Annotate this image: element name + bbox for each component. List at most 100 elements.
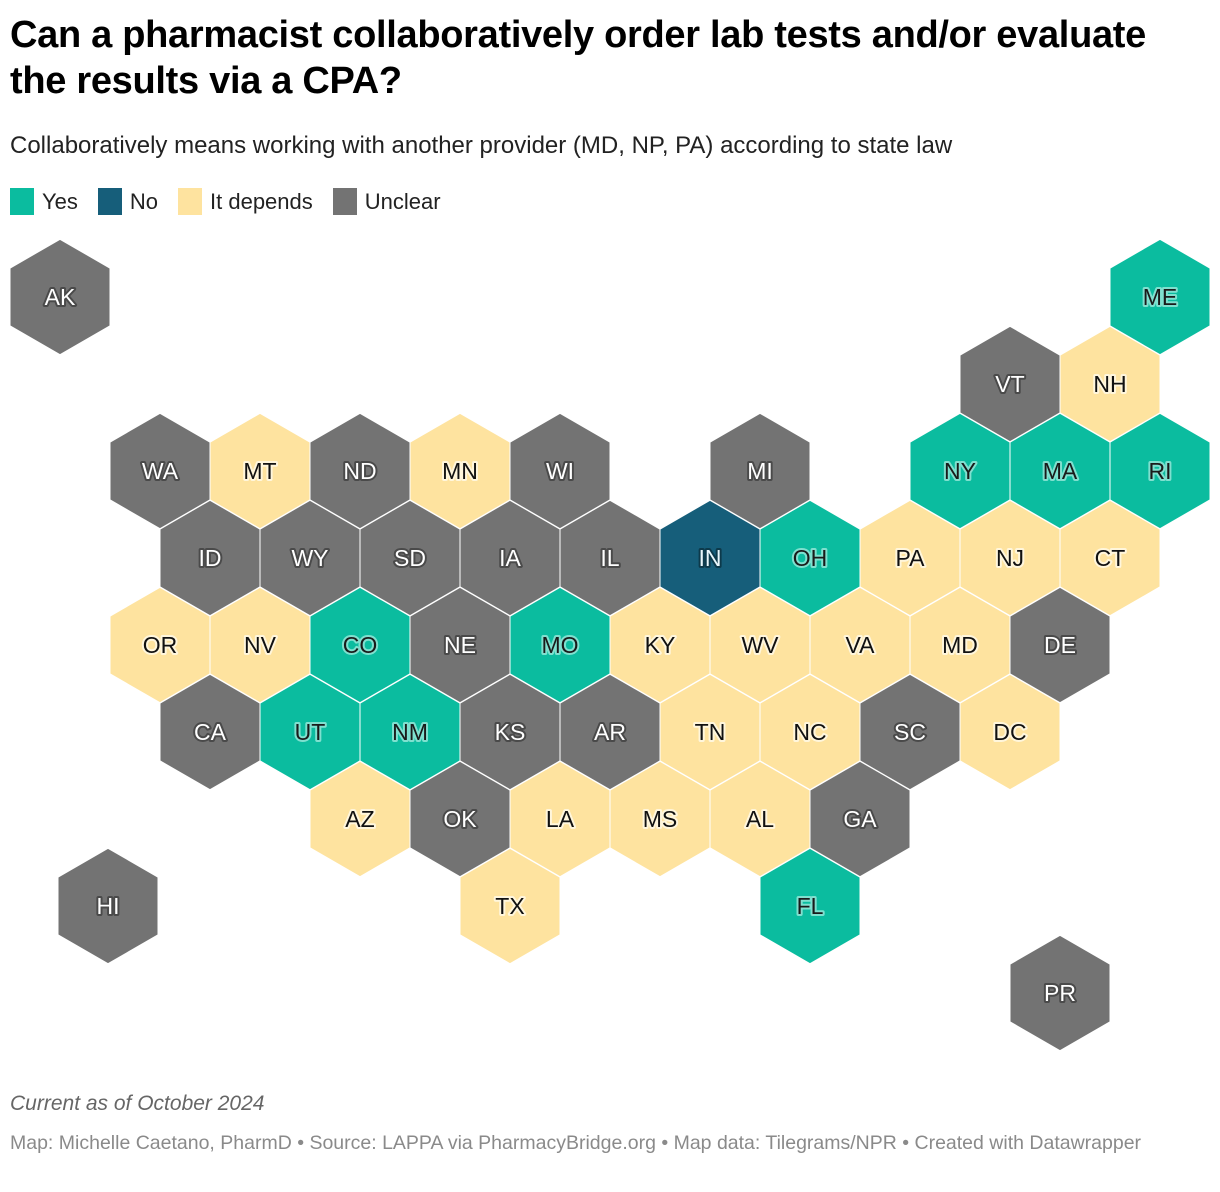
state-tile-ks[interactable]: KS xyxy=(459,673,561,791)
state-tile-mo[interactable]: MO xyxy=(509,586,611,704)
state-label: AK xyxy=(45,284,76,310)
state-tile-ms[interactable]: MS xyxy=(609,760,711,878)
state-hex[interactable] xyxy=(459,847,561,965)
state-label: OR xyxy=(143,632,178,658)
legend-item-yes: Yes xyxy=(10,188,78,215)
state-label: ME xyxy=(1143,284,1178,310)
state-tile-nv[interactable]: NV xyxy=(209,586,311,704)
state-label: MT xyxy=(243,458,276,484)
state-label: OH xyxy=(793,545,828,571)
state-label: MS xyxy=(643,806,678,832)
state-tile-ky[interactable]: KY xyxy=(609,586,711,704)
state-label: RI xyxy=(1149,458,1172,484)
state-tile-mi[interactable]: MI xyxy=(709,412,811,530)
state-tile-la[interactable]: LA xyxy=(509,760,611,878)
state-label: UT xyxy=(295,719,326,745)
state-tile-wi[interactable]: WI xyxy=(509,412,611,530)
state-tile-sd[interactable]: SD xyxy=(359,499,461,617)
state-label: PR xyxy=(1044,980,1076,1006)
state-label: AZ xyxy=(345,806,374,832)
state-label: SC xyxy=(894,719,926,745)
state-tile-ga[interactable]: GA xyxy=(809,760,911,878)
state-label: NC xyxy=(793,719,826,745)
state-hex[interactable] xyxy=(57,847,159,965)
state-tile-nd[interactable]: ND xyxy=(309,412,411,530)
state-tile-sc[interactable]: SC xyxy=(859,673,961,791)
state-label: NJ xyxy=(996,545,1024,571)
state-label: DC xyxy=(993,719,1026,745)
state-tile-ma[interactable]: MA xyxy=(1009,412,1111,530)
state-label: IA xyxy=(499,545,521,571)
state-label: WA xyxy=(142,458,179,484)
state-label: PA xyxy=(896,545,926,571)
state-tile-de[interactable]: DE xyxy=(1009,586,1111,704)
state-tile-il[interactable]: IL xyxy=(559,499,661,617)
chart-title: Can a pharmacist collaboratively order l… xyxy=(10,14,1146,102)
state-label: FL xyxy=(797,893,824,919)
state-hex[interactable] xyxy=(9,238,111,356)
state-tile-ak[interactable]: AK xyxy=(9,238,111,356)
state-tile-ca[interactable]: CA xyxy=(159,673,261,791)
state-label: MA xyxy=(1043,458,1078,484)
state-tile-co[interactable]: CO xyxy=(309,586,411,704)
state-label: GA xyxy=(843,806,877,832)
state-label: LA xyxy=(546,806,575,832)
state-label: NH xyxy=(1093,371,1126,397)
state-tile-pa[interactable]: PA xyxy=(859,499,961,617)
legend-swatch-yes xyxy=(10,188,34,215)
legend-item-unclear: Unclear xyxy=(332,188,441,215)
state-tile-az[interactable]: AZ xyxy=(309,760,411,878)
state-tile-al[interactable]: AL xyxy=(709,760,811,878)
state-tile-vt[interactable]: VT xyxy=(959,325,1061,443)
state-tile-mn[interactable]: MN xyxy=(409,412,511,530)
state-tile-ri[interactable]: RI xyxy=(1109,412,1211,530)
chart-subtitle: Collaboratively means working with anoth… xyxy=(10,132,953,159)
state-tile-ct[interactable]: CT xyxy=(1059,499,1161,617)
state-label: MO xyxy=(541,632,578,658)
state-tile-ut[interactable]: UT xyxy=(259,673,361,791)
state-tile-tn[interactable]: TN xyxy=(659,673,761,791)
state-tile-pr[interactable]: PR xyxy=(1009,934,1111,1052)
state-tile-in[interactable]: IN xyxy=(659,499,761,617)
legend-label-unclear: Unclear xyxy=(364,188,441,214)
state-label: VA xyxy=(846,632,876,658)
state-tile-ok[interactable]: OK xyxy=(409,760,511,878)
state-label: WY xyxy=(291,545,328,571)
state-tile-nh[interactable]: NH xyxy=(1059,325,1161,443)
state-label: KY xyxy=(645,632,676,658)
state-tile-oh[interactable]: OH xyxy=(759,499,861,617)
state-tile-dc[interactable]: DC xyxy=(959,673,1061,791)
state-tile-nj[interactable]: NJ xyxy=(959,499,1061,617)
state-label: ID xyxy=(199,545,222,571)
state-tile-wa[interactable]: WA xyxy=(109,412,211,530)
state-label: OK xyxy=(443,806,477,832)
legend-swatch-depends xyxy=(178,188,203,215)
state-label: IN xyxy=(699,545,722,571)
state-hex[interactable] xyxy=(1009,934,1111,1052)
state-tile-hi[interactable]: HI xyxy=(57,847,159,965)
state-label: KS xyxy=(495,719,526,745)
state-tile-wv[interactable]: WV xyxy=(709,586,811,704)
state-tile-nm[interactable]: NM xyxy=(359,673,461,791)
legend-swatch-unclear xyxy=(332,188,357,215)
legend-item-no: No xyxy=(97,188,158,215)
state-tile-fl[interactable]: FL xyxy=(759,847,861,965)
state-label: MI xyxy=(747,458,773,484)
state-hex[interactable] xyxy=(759,847,861,965)
state-tile-id[interactable]: ID xyxy=(159,499,261,617)
state-tile-tx[interactable]: TX xyxy=(459,847,561,965)
state-label: CA xyxy=(194,719,227,745)
state-label: NE xyxy=(444,632,476,658)
footer-note: Current as of October 2024 xyxy=(10,1092,265,1115)
state-label: WI xyxy=(546,458,574,484)
state-tile-ar[interactable]: AR xyxy=(559,673,661,791)
state-label: AR xyxy=(594,719,626,745)
state-label: CT xyxy=(1095,545,1126,571)
state-hex[interactable] xyxy=(959,673,1061,791)
state-tile-nc[interactable]: NC xyxy=(759,673,861,791)
legend: Yes No It depends Unclear xyxy=(10,188,461,215)
state-tile-ne[interactable]: NE xyxy=(409,586,511,704)
state-label: AL xyxy=(746,806,774,832)
legend-label-depends: It depends xyxy=(210,188,313,214)
